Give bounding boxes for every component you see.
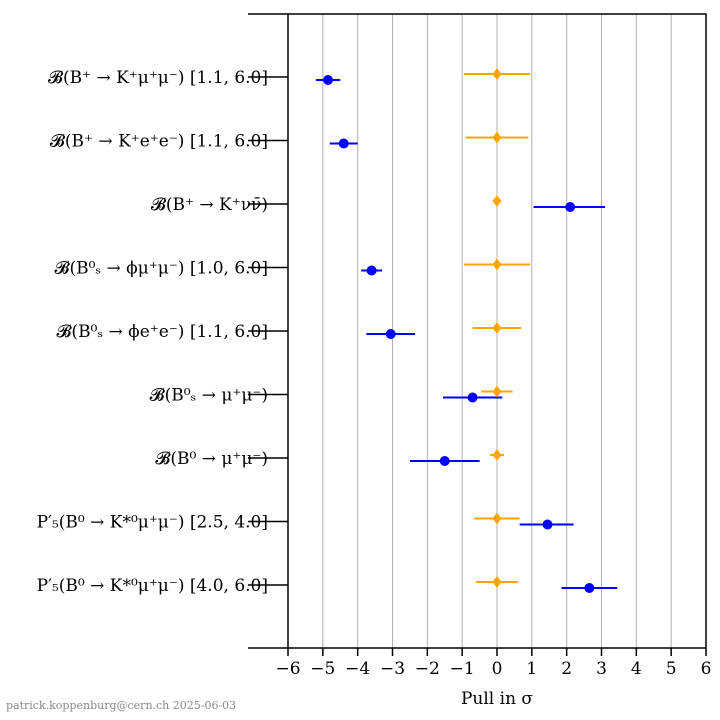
category-label: P′₅(B⁰ → K*⁰μ⁺μ⁻) [4.0, 6.0] — [37, 576, 268, 596]
category-label: P′₅(B⁰ → K*⁰μ⁺μ⁻) [2.5, 4.0] — [37, 513, 268, 533]
x-axis-ticks: −6 −5 −4 −3 −2 −1 0 1 2 3 4 5 6 — [275, 648, 711, 679]
data-point — [492, 68, 502, 80]
data-point — [366, 265, 377, 276]
x-tick-label: 3 — [596, 659, 607, 679]
x-tick-label: 6 — [701, 659, 712, 679]
x-tick-label: 4 — [631, 659, 642, 679]
category-label: 𝓑(B⁺ → K⁺νν̄) — [151, 195, 268, 215]
x-tick-label: 2 — [561, 659, 572, 679]
data-point — [565, 202, 576, 212]
data-point — [385, 329, 396, 339]
x-tick-label: 1 — [526, 659, 537, 679]
data-point — [492, 576, 502, 588]
category-label: 𝓑(B⁰ₛ → ϕe⁺e⁻) [1.1, 6.0] — [56, 322, 268, 342]
data-markers — [323, 68, 595, 593]
data-point — [492, 385, 502, 398]
x-tick-label: 5 — [666, 659, 677, 679]
data-point — [467, 392, 478, 403]
category-label: 𝓑(B⁰ₛ → μ⁺μ⁻) — [150, 386, 268, 406]
data-point — [323, 75, 334, 85]
x-tick-label: −4 — [345, 659, 370, 679]
x-axis-label: Pull in σ — [461, 689, 533, 709]
y-axis-labels: 𝓑(B⁺ → K⁺μ⁺μ⁻) [1.1, 6.0] 𝓑(B⁺ → K⁺e⁺e⁻) … — [37, 68, 268, 596]
data-point — [492, 512, 502, 525]
data-point — [338, 138, 349, 149]
x-tick-label: −5 — [310, 659, 335, 679]
axes — [248, 13, 707, 649]
data-point — [584, 583, 595, 593]
credit-footer: patrick.koppenburg@cern.ch 2025-06-03 — [6, 699, 237, 712]
data-point — [492, 449, 502, 461]
error-bars — [315, 73, 618, 589]
category-label: 𝓑(B⁰ₛ → ϕμ⁺μ⁻) [1.0, 6.0] — [54, 259, 268, 279]
category-label: 𝓑(B⁰ → μ⁺μ⁻) — [155, 449, 268, 469]
data-point — [492, 195, 502, 207]
x-tick-label: −2 — [415, 659, 440, 679]
data-point — [492, 131, 502, 144]
data-point — [492, 322, 502, 334]
data-point — [542, 519, 553, 530]
x-tick-label: 0 — [492, 659, 503, 679]
data-point — [439, 456, 450, 466]
category-label: 𝓑(B⁺ → K⁺e⁺e⁻) [1.1, 6.0] — [50, 132, 268, 152]
data-point — [492, 258, 502, 271]
x-tick-label: −1 — [450, 659, 475, 679]
x-tick-label: −6 — [275, 659, 300, 679]
x-tick-label: −3 — [380, 659, 405, 679]
category-label: 𝓑(B⁺ → K⁺μ⁺μ⁻) [1.1, 6.0] — [48, 68, 268, 88]
